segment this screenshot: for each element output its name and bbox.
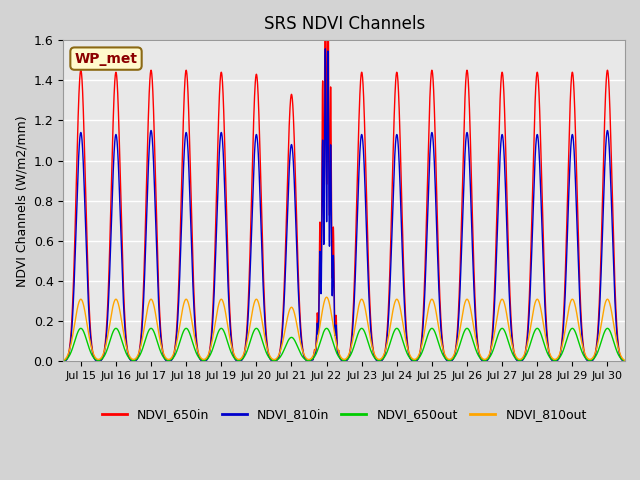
NDVI_810out — [387, 321, 394, 326]
NDVI_650out — [60, 358, 67, 364]
Title: SRS NDVI Channels: SRS NDVI Channels — [264, 15, 425, 33]
NDVI_650in — [387, 241, 394, 247]
NDVI_650out — [79, 327, 87, 333]
NDVI_810in — [402, 327, 410, 333]
NDVI_650out — [275, 355, 283, 361]
NDVI_810out — [275, 351, 283, 357]
NDVI_810out — [488, 343, 495, 349]
NDVI_810out — [402, 338, 410, 344]
NDVI_650out — [324, 326, 332, 332]
NDVI_810out — [621, 358, 629, 363]
NDVI_810in — [79, 150, 86, 156]
NDVI_810in — [321, 46, 329, 52]
NDVI_650in — [488, 336, 495, 342]
NDVI_810in — [621, 359, 629, 364]
Line: NDVI_650out: NDVI_650out — [63, 328, 625, 361]
NDVI_810in — [60, 359, 67, 364]
NDVI_650in — [275, 352, 283, 358]
Line: NDVI_650in: NDVI_650in — [63, 0, 625, 361]
NDVI_650in — [621, 359, 629, 364]
NDVI_650in — [60, 359, 67, 364]
NDVI_810out — [323, 294, 330, 300]
NDVI_650out — [621, 358, 629, 364]
NDVI_810in — [488, 341, 495, 347]
Y-axis label: NDVI Channels (W/m2/mm): NDVI Channels (W/m2/mm) — [15, 115, 28, 287]
NDVI_810out — [60, 358, 67, 363]
NDVI_810in — [324, 103, 332, 109]
NDVI_650out — [488, 350, 495, 356]
Line: NDVI_810in: NDVI_810in — [63, 49, 625, 361]
Legend: NDVI_650in, NDVI_810in, NDVI_650out, NDVI_810out: NDVI_650in, NDVI_810in, NDVI_650out, NDV… — [97, 403, 591, 426]
Text: WP_met: WP_met — [74, 52, 138, 66]
NDVI_650in — [402, 319, 410, 324]
NDVI_650out — [402, 348, 410, 353]
NDVI_810out — [79, 300, 86, 305]
NDVI_650in — [79, 94, 86, 100]
NDVI_650out — [387, 338, 394, 344]
NDVI_810in — [387, 266, 394, 272]
NDVI_810out — [324, 295, 332, 301]
NDVI_810in — [275, 353, 283, 359]
Line: NDVI_810out: NDVI_810out — [63, 297, 625, 360]
NDVI_650in — [324, 35, 332, 41]
NDVI_650out — [77, 325, 84, 331]
